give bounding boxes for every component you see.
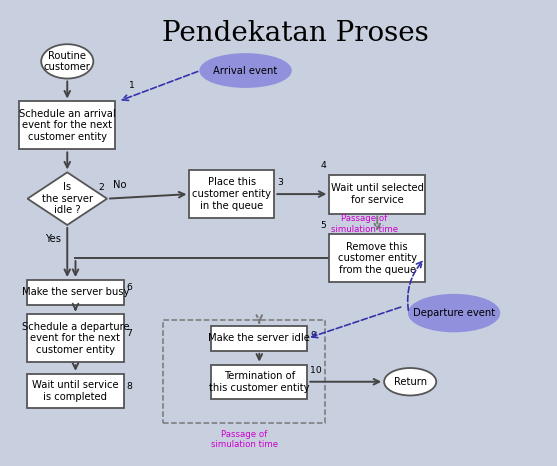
Text: Make the server busy: Make the server busy: [22, 288, 129, 297]
Polygon shape: [27, 172, 107, 225]
FancyBboxPatch shape: [27, 314, 124, 362]
Text: Return: Return: [394, 377, 427, 387]
Text: Routine
customer: Routine customer: [44, 51, 91, 72]
Text: Yes: Yes: [46, 234, 61, 244]
Text: Arrival event: Arrival event: [213, 66, 278, 75]
Text: Departure event: Departure event: [413, 308, 495, 318]
Ellipse shape: [201, 54, 291, 87]
FancyBboxPatch shape: [19, 102, 115, 150]
Text: 8: 8: [126, 382, 132, 391]
Text: Schedule a departure
event for the next
customer entity: Schedule a departure event for the next …: [22, 322, 129, 355]
Text: 5: 5: [321, 220, 326, 230]
Ellipse shape: [41, 44, 94, 79]
Text: 10: 10: [310, 366, 322, 375]
Text: 7: 7: [126, 329, 132, 338]
FancyBboxPatch shape: [189, 170, 275, 218]
FancyBboxPatch shape: [27, 374, 124, 408]
Text: Wait until service
is completed: Wait until service is completed: [32, 380, 119, 402]
Text: 1: 1: [129, 81, 135, 90]
Text: 3: 3: [277, 178, 283, 187]
Text: 4: 4: [321, 161, 326, 170]
Ellipse shape: [409, 295, 499, 331]
Text: Is
the server
idle ?: Is the server idle ?: [42, 182, 93, 215]
FancyBboxPatch shape: [329, 175, 425, 213]
FancyBboxPatch shape: [27, 280, 124, 305]
Text: Place this
customer entity
in the queue: Place this customer entity in the queue: [192, 178, 271, 211]
Text: Wait until selected
for service: Wait until selected for service: [331, 183, 424, 205]
Text: Schedule an arrival
event for the next
customer entity: Schedule an arrival event for the next c…: [19, 109, 116, 142]
FancyBboxPatch shape: [329, 234, 425, 282]
Text: Make the server idle: Make the server idle: [208, 333, 310, 343]
Text: 6: 6: [126, 283, 132, 293]
Text: Passage of
simulation time: Passage of simulation time: [211, 430, 278, 449]
Text: 2: 2: [99, 183, 104, 192]
Text: Passage of
simulation time: Passage of simulation time: [331, 214, 398, 233]
FancyBboxPatch shape: [211, 326, 307, 351]
Text: Remove this
customer entity
from the queue: Remove this customer entity from the que…: [338, 241, 417, 275]
Text: Pendekatan Proses: Pendekatan Proses: [162, 20, 428, 47]
Text: 9: 9: [310, 331, 316, 341]
FancyBboxPatch shape: [211, 364, 307, 399]
Text: Termination of
this customer entity: Termination of this customer entity: [209, 371, 310, 392]
Bar: [163, 320, 325, 423]
Text: No: No: [113, 179, 126, 190]
Ellipse shape: [384, 368, 436, 396]
